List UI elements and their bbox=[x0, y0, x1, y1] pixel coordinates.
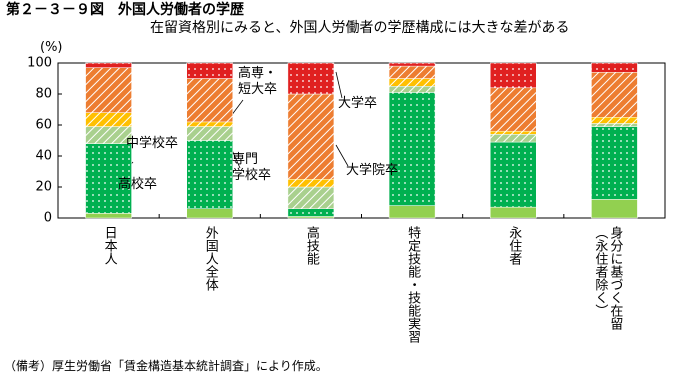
bar-segment bbox=[287, 179, 335, 188]
bar-segment bbox=[388, 65, 436, 79]
x-tick-label: 高技能 bbox=[303, 226, 319, 265]
x-tick-label: 永住者 bbox=[506, 226, 522, 265]
y-tick-label: 100 bbox=[27, 56, 52, 71]
bar-segment bbox=[85, 112, 132, 127]
bar-segment bbox=[591, 123, 638, 127]
bar-segment bbox=[490, 62, 537, 89]
bar-segment bbox=[287, 93, 335, 180]
bar-segment bbox=[388, 62, 436, 67]
bar-segment bbox=[85, 62, 132, 68]
bar-segment bbox=[287, 208, 335, 217]
bar-segment bbox=[591, 199, 638, 219]
bar-segment bbox=[186, 140, 233, 209]
bar-segment bbox=[490, 134, 537, 143]
bar-segment bbox=[85, 213, 132, 219]
series-annotation: 高専・ 短大卒 bbox=[238, 66, 278, 97]
chart-subtitle: 在留資格別にみると、外国人労働者の学歴構成には大きな差がある bbox=[150, 20, 570, 36]
bar-segment bbox=[490, 141, 537, 208]
bar-segment bbox=[388, 92, 436, 206]
bar-segment bbox=[287, 62, 335, 95]
bar-segment bbox=[186, 121, 233, 127]
x-tick-label: 身分に基づく在留 （永住者除く） bbox=[592, 226, 623, 330]
bar-segment bbox=[490, 87, 537, 132]
bar-segment bbox=[591, 62, 638, 73]
series-annotation: 中学校卒 bbox=[126, 136, 179, 151]
x-tick-label: 特定技能・技能実習 bbox=[405, 226, 421, 343]
chart-title: 第２－３－９図 外国人労働者の学歴 bbox=[6, 2, 244, 18]
bar-segment bbox=[388, 205, 436, 219]
bar-segment bbox=[490, 206, 537, 219]
bar-segment bbox=[186, 78, 233, 123]
series-annotation: 高校卒 bbox=[118, 177, 158, 192]
y-tick-label: 20 bbox=[35, 180, 52, 195]
bar-segment bbox=[591, 72, 638, 118]
series-annotation: 大学院卒 bbox=[346, 163, 399, 178]
y-tick-label: 60 bbox=[35, 118, 52, 133]
y-tick-label: 40 bbox=[35, 149, 52, 164]
series-annotation: 専門 学校卒 bbox=[232, 152, 272, 183]
y-tick-label: 80 bbox=[35, 87, 52, 102]
bar-segment bbox=[591, 117, 638, 124]
bar-segment bbox=[85, 143, 132, 214]
bar-segment bbox=[85, 67, 132, 113]
bar-segment bbox=[388, 78, 436, 87]
bar-segment bbox=[186, 62, 233, 79]
bar-segment bbox=[490, 130, 537, 135]
bar-segment bbox=[388, 86, 436, 93]
x-tick-label: 日本人 bbox=[101, 226, 117, 265]
x-tick-label: 外国人全体 bbox=[202, 226, 218, 291]
y-axis-label: (%) bbox=[40, 40, 63, 55]
bar-segment bbox=[287, 186, 335, 209]
bar-segment bbox=[85, 126, 132, 144]
note: （備考）厚生労働省「賃金構造基本統計調査」により作成。 bbox=[4, 359, 328, 373]
bar-segment bbox=[591, 126, 638, 200]
y-tick-label: 0 bbox=[44, 211, 52, 226]
bar-segment bbox=[186, 126, 233, 141]
series-annotation: 大学卒 bbox=[338, 96, 378, 111]
bar-segment bbox=[186, 208, 233, 219]
